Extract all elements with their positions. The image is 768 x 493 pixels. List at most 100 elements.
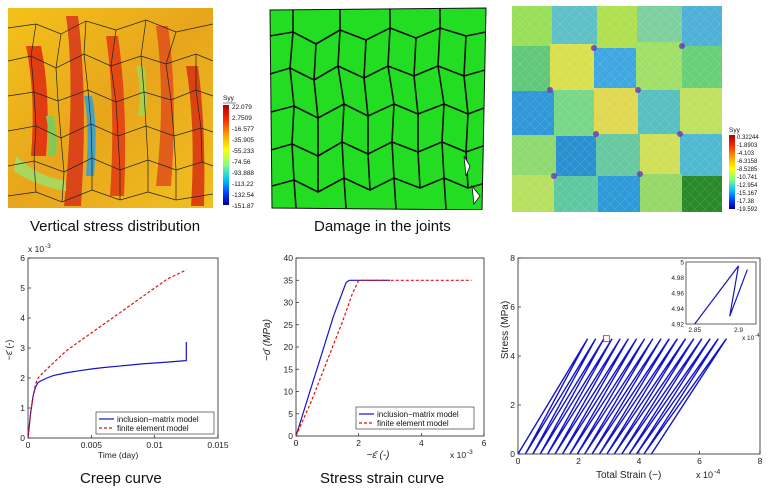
legend-label: inclusion−matrix model xyxy=(117,415,199,424)
y-tick-label: 4 xyxy=(20,313,25,323)
x-tick-label: 0 xyxy=(516,456,521,466)
inset-x-exponent: x 10 xyxy=(742,335,755,342)
colorbar-1-tick: -151.87 xyxy=(232,203,254,210)
inset-y-tick-label: 4.92 xyxy=(671,322,684,329)
colorbar-3-tick: -10.741 xyxy=(737,175,758,181)
x-tick-label: 2 xyxy=(576,456,581,466)
mesh-stress-image: Syy 0.32244 -1.8903 -4.103 -6.3158 -8.52… xyxy=(510,4,762,214)
y-tick-label: 35 xyxy=(284,275,294,285)
creep-curve-chart: 0 0.005 0.01 0.015 0 1 2 3 4 5 6 inclusion−matrix m… xyxy=(0,240,250,468)
x-tick-label: 0 xyxy=(294,438,299,448)
inset-y-tick-label: 4.98 xyxy=(671,275,684,282)
inset-plot xyxy=(685,261,757,325)
legend-label: inclusion−matrix model xyxy=(377,410,459,419)
caption-creep-curve: Creep curve xyxy=(80,470,162,487)
zoom-marker xyxy=(602,335,610,343)
x-exponent-power: -4 xyxy=(714,469,720,476)
plot-area xyxy=(27,257,219,439)
y-tick-label: 3 xyxy=(20,343,25,353)
colorbar-3 xyxy=(729,135,735,209)
plot-area xyxy=(295,257,485,437)
inset-y-tick-label: 4.96 xyxy=(671,291,684,298)
colorbar-1-tick: -16.577 xyxy=(232,126,254,133)
x-exponent: x 10 xyxy=(450,450,466,460)
x-tick-label: 4 xyxy=(419,438,424,448)
y-tick-label: 0 xyxy=(510,449,515,459)
y-tick-label: 25 xyxy=(284,320,294,330)
y-tick-label: 20 xyxy=(284,342,294,352)
inset-x-tick-label: 2.85 xyxy=(688,327,701,334)
colorbar-3-tick: 0.32244 xyxy=(737,135,759,141)
colorbar-1-tick: -93.888 xyxy=(232,170,254,177)
colorbar-1-tick: 2.7509 xyxy=(232,115,252,122)
x-tick-label: 6 xyxy=(697,456,702,466)
y-tick-label: 0 xyxy=(20,433,25,443)
colorbar-3-tick: -15.167 xyxy=(737,191,758,197)
y-axis-label: −σ̄ (MPa) xyxy=(262,319,273,361)
colorbar-1-tick: -55.233 xyxy=(232,148,254,155)
x-tick-label: 6 xyxy=(482,438,487,448)
series-line xyxy=(295,279,472,437)
colorbar-3-tick: -17.38 xyxy=(737,199,755,205)
y-tick-label: 10 xyxy=(284,387,294,397)
colorbar-1-tick: -35.905 xyxy=(232,137,254,144)
x-exponent-power: -3 xyxy=(467,449,473,456)
y-tick-label: 4 xyxy=(510,351,515,361)
y-tick-label: 2 xyxy=(20,373,25,383)
y-axis-label: Stress (MPa) xyxy=(500,301,511,359)
legend xyxy=(355,406,475,430)
series-line xyxy=(27,342,187,439)
inset-line xyxy=(694,265,748,325)
colorbar-1-title: Syy xyxy=(223,95,235,102)
x-tick-label: 0.015 xyxy=(207,440,229,450)
stress-distribution-image: Syy 22.079 2.7509 -16.577 -35.905 -55.23… xyxy=(6,6,262,210)
stress-strain-chart: 0 2 4 6 0 5 10 15 20 25 30 35 40 inclusion−matrix mod… xyxy=(250,240,500,468)
colorbar-3-tick: -1.8903 xyxy=(737,143,758,149)
colorbar-3-tick: -19.592 xyxy=(737,207,758,213)
inset-y-tick-label: 5 xyxy=(680,260,684,267)
y-tick-label: 0 xyxy=(288,431,293,441)
x-exponent: x 10 xyxy=(696,470,713,480)
legend-label: finite element model xyxy=(377,419,449,428)
x-axis-label: Time (day) xyxy=(98,450,138,460)
cyclic-stress-line xyxy=(517,338,727,455)
y-exponent: x 10 xyxy=(28,244,44,254)
x-tick-label: 8 xyxy=(758,456,763,466)
y-tick-label: 2 xyxy=(510,400,515,410)
y-tick-label: 8 xyxy=(510,253,515,263)
colorbar-1-tick: -74.56 xyxy=(232,159,251,166)
x-axis-label: Total Strain (−) xyxy=(596,470,661,481)
colorbar-1 xyxy=(223,105,229,205)
colorbar-3-tick: -4.103 xyxy=(737,151,755,157)
caption-stress-strain: Stress strain curve xyxy=(320,470,445,487)
joint-damage-image xyxy=(268,6,490,210)
y-tick-label: 1 xyxy=(20,403,25,413)
colorbar-3-tick: -6.3158 xyxy=(737,159,758,165)
legend xyxy=(95,411,215,435)
y-axis-label: −ε̄ (-) xyxy=(4,340,14,361)
x-tick-label: 0.005 xyxy=(81,440,103,450)
series-line xyxy=(295,279,390,437)
y-exponent-power: -3 xyxy=(45,243,51,250)
inset-y-tick-label: 4.94 xyxy=(671,306,684,313)
y-tick-label: 6 xyxy=(20,253,25,263)
caption-joint-damage: Damage in the joints xyxy=(314,218,451,235)
colorbar-3-tick: -8.5285 xyxy=(737,167,758,173)
x-tick-label: 2 xyxy=(356,438,361,448)
series-line xyxy=(27,269,187,439)
x-axis-label: −ε̄ (-) xyxy=(366,450,389,461)
colorbar-3-tick: -12.954 xyxy=(737,183,758,189)
caption-stress-distribution: Vertical stress distribution xyxy=(30,218,201,235)
y-tick-label: 15 xyxy=(284,364,294,374)
colorbar-1-tick: 22.079 xyxy=(232,104,252,111)
x-tick-label: 0 xyxy=(26,440,31,450)
colorbar-3-title: Syy xyxy=(729,127,741,134)
y-tick-label: 5 xyxy=(288,409,293,419)
y-tick-label: 6 xyxy=(510,302,515,312)
colorbar-1-tick: -113.22 xyxy=(232,181,254,188)
y-tick-label: 40 xyxy=(284,253,294,263)
colorbar-1-tick: -132.54 xyxy=(232,192,254,199)
y-tick-label: 30 xyxy=(284,298,294,308)
y-tick-label: 5 xyxy=(20,283,25,293)
